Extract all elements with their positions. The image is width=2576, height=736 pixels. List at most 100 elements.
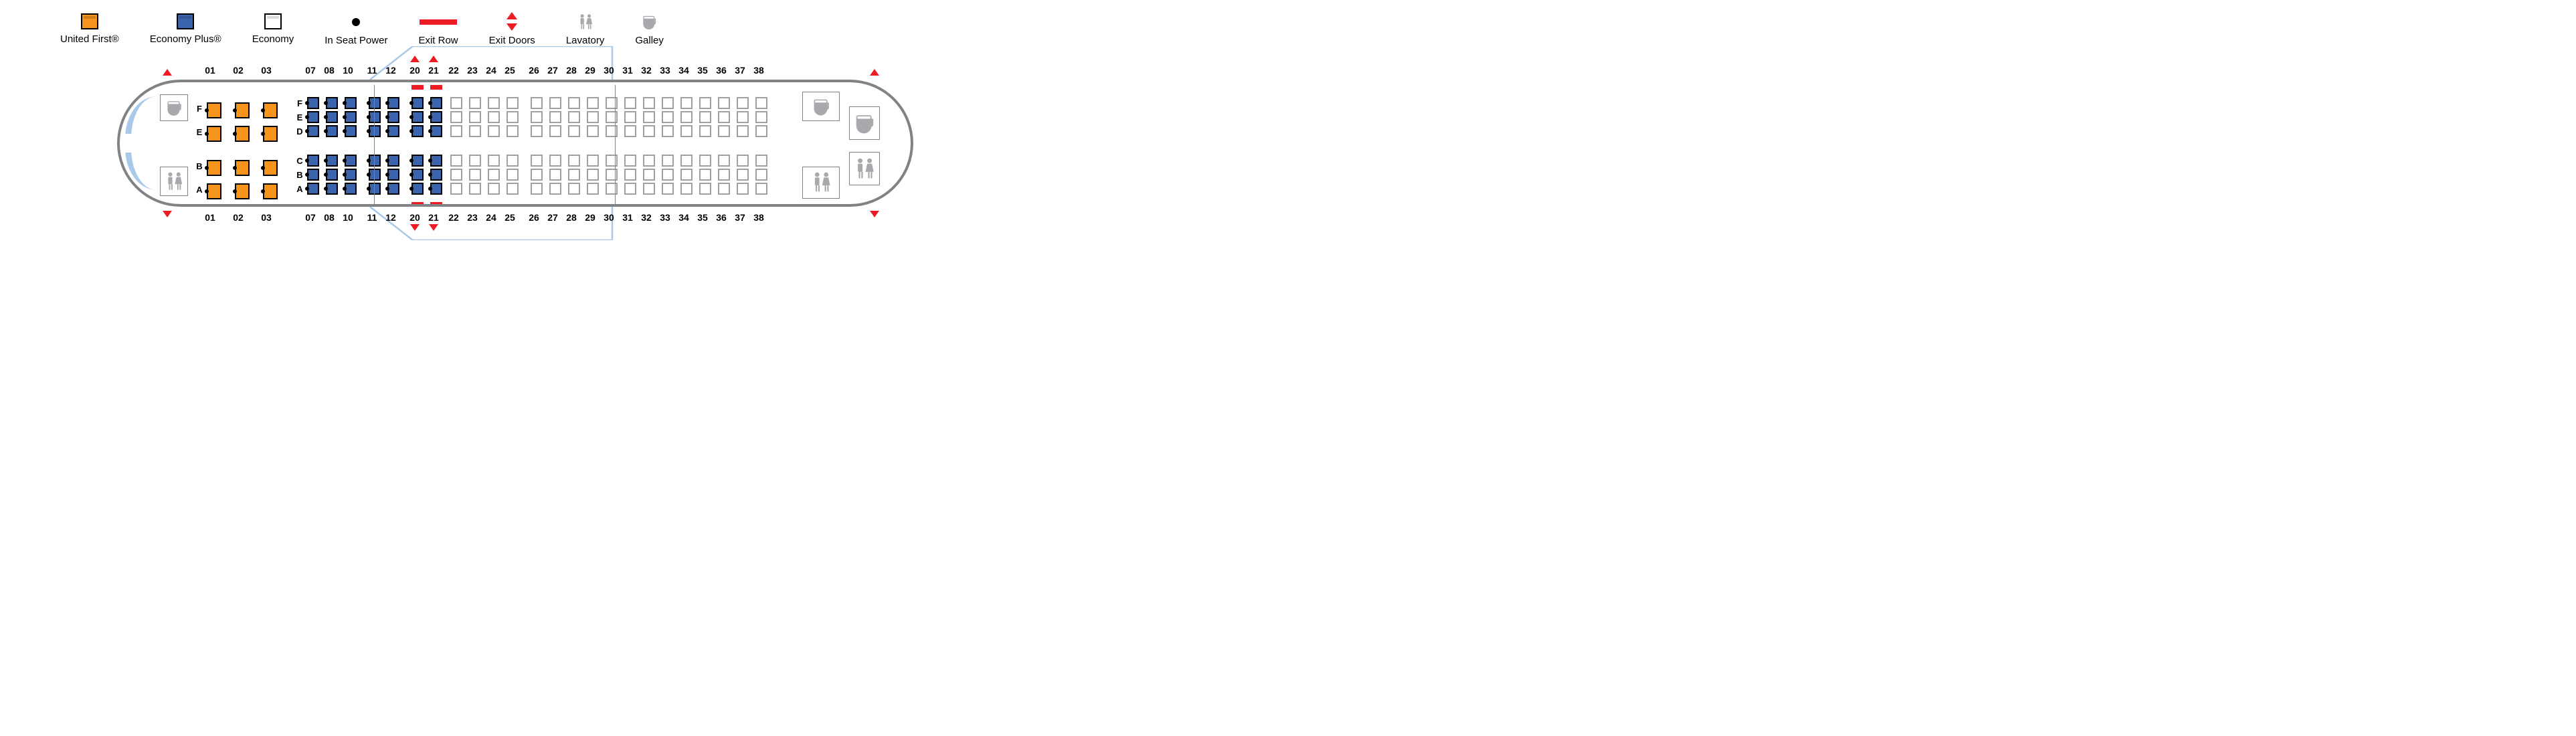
seat[interactable] (531, 111, 543, 123)
seat[interactable] (624, 111, 636, 123)
seat[interactable] (326, 97, 338, 109)
seat[interactable] (430, 155, 442, 167)
seat[interactable] (307, 111, 319, 123)
seat[interactable] (606, 169, 618, 181)
seat[interactable] (345, 169, 357, 181)
seat[interactable] (643, 169, 655, 181)
seat[interactable] (411, 97, 424, 109)
seat[interactable] (430, 183, 442, 195)
seat[interactable] (207, 102, 221, 118)
seat[interactable] (606, 111, 618, 123)
seat[interactable] (369, 125, 381, 137)
seat[interactable] (587, 97, 599, 109)
seat[interactable] (662, 111, 674, 123)
seat[interactable] (606, 97, 618, 109)
seat[interactable] (737, 155, 749, 167)
seat[interactable] (531, 97, 543, 109)
seat[interactable] (450, 169, 462, 181)
seat[interactable] (737, 183, 749, 195)
seat[interactable] (568, 155, 580, 167)
seat[interactable] (507, 111, 519, 123)
seat[interactable] (411, 183, 424, 195)
seat[interactable] (643, 183, 655, 195)
seat[interactable] (624, 169, 636, 181)
seat[interactable] (755, 111, 767, 123)
seat[interactable] (643, 97, 655, 109)
seat[interactable] (411, 111, 424, 123)
seat[interactable] (387, 183, 399, 195)
seat[interactable] (718, 97, 730, 109)
seat[interactable] (469, 111, 481, 123)
seat[interactable] (369, 111, 381, 123)
seat[interactable] (718, 155, 730, 167)
seat[interactable] (549, 183, 561, 195)
seat[interactable] (755, 183, 767, 195)
seat[interactable] (680, 125, 693, 137)
seat[interactable] (387, 169, 399, 181)
seat[interactable] (345, 155, 357, 167)
seat[interactable] (568, 111, 580, 123)
seat[interactable] (755, 169, 767, 181)
seat[interactable] (450, 125, 462, 137)
seat[interactable] (326, 125, 338, 137)
seat[interactable] (549, 125, 561, 137)
seat[interactable] (307, 169, 319, 181)
seat[interactable] (345, 97, 357, 109)
seat[interactable] (680, 169, 693, 181)
seat[interactable] (369, 183, 381, 195)
seat[interactable] (718, 169, 730, 181)
seat[interactable] (699, 169, 711, 181)
seat[interactable] (369, 155, 381, 167)
seat[interactable] (531, 125, 543, 137)
seat[interactable] (488, 183, 500, 195)
seat[interactable] (549, 155, 561, 167)
seat[interactable] (606, 125, 618, 137)
seat[interactable] (662, 125, 674, 137)
seat[interactable] (680, 111, 693, 123)
seat[interactable] (624, 97, 636, 109)
seat[interactable] (411, 169, 424, 181)
seat[interactable] (606, 155, 618, 167)
seat[interactable] (469, 125, 481, 137)
seat[interactable] (587, 183, 599, 195)
seat[interactable] (430, 97, 442, 109)
seat[interactable] (755, 155, 767, 167)
seat[interactable] (207, 160, 221, 176)
seat[interactable] (718, 111, 730, 123)
seat[interactable] (624, 183, 636, 195)
seat[interactable] (531, 155, 543, 167)
seat[interactable] (430, 125, 442, 137)
seat[interactable] (307, 97, 319, 109)
seat[interactable] (326, 183, 338, 195)
seat[interactable] (718, 183, 730, 195)
seat[interactable] (387, 97, 399, 109)
seat[interactable] (568, 169, 580, 181)
seat[interactable] (488, 97, 500, 109)
seat[interactable] (469, 155, 481, 167)
seat[interactable] (737, 111, 749, 123)
seat[interactable] (737, 97, 749, 109)
seat[interactable] (488, 169, 500, 181)
seat[interactable] (345, 183, 357, 195)
seat[interactable] (568, 183, 580, 195)
seat[interactable] (326, 111, 338, 123)
seat[interactable] (488, 111, 500, 123)
seat[interactable] (699, 183, 711, 195)
seat[interactable] (488, 125, 500, 137)
seat[interactable] (469, 183, 481, 195)
seat[interactable] (680, 97, 693, 109)
seat[interactable] (507, 155, 519, 167)
seat[interactable] (587, 125, 599, 137)
seat[interactable] (345, 125, 357, 137)
seat[interactable] (450, 183, 462, 195)
seat[interactable] (549, 111, 561, 123)
seat[interactable] (568, 125, 580, 137)
seat[interactable] (235, 126, 250, 142)
seat[interactable] (699, 97, 711, 109)
seat[interactable] (699, 155, 711, 167)
seat[interactable] (643, 111, 655, 123)
seat[interactable] (662, 183, 674, 195)
seat[interactable] (345, 111, 357, 123)
seat[interactable] (450, 155, 462, 167)
seat[interactable] (568, 97, 580, 109)
